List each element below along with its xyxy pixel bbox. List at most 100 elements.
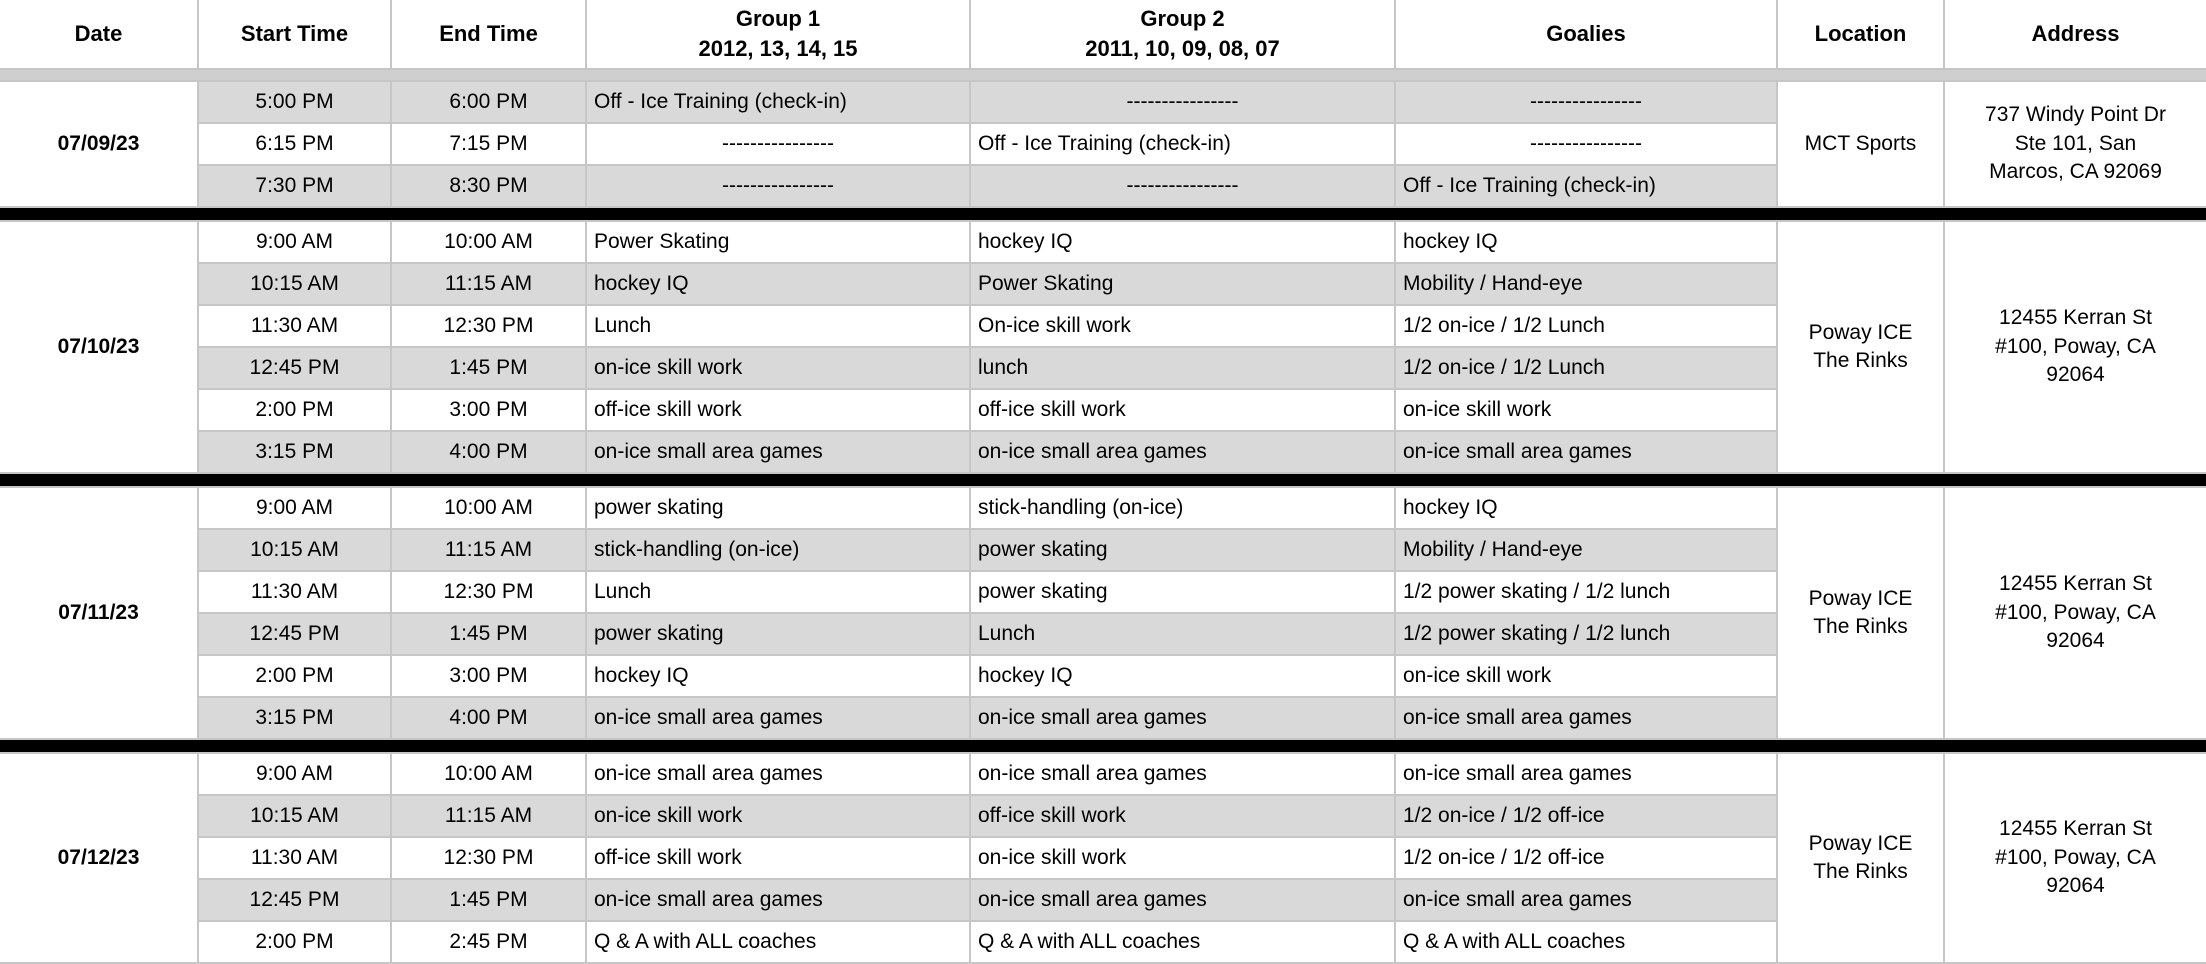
start-time-cell: 9:00 AM	[197, 752, 392, 796]
goalies-activity-cell: hockey IQ	[1394, 486, 1778, 530]
end-time-cell: 11:15 AM	[390, 794, 587, 838]
start-time-cell: 10:15 AM	[197, 528, 392, 572]
goalies-activity-cell: on-ice skill work	[1394, 654, 1778, 698]
start-time-cell: 10:15 AM	[197, 262, 392, 306]
end-time-cell: 7:15 PM	[390, 122, 587, 166]
group2-activity-cell: On-ice skill work	[969, 304, 1396, 348]
end-time-cell: 2:45 PM	[390, 920, 587, 964]
goalies-activity-cell: Mobility / Hand-eye	[1394, 262, 1778, 306]
start-time-cell: 5:00 PM	[197, 80, 392, 124]
schedule-row: 10:15 AM 11:15 AM stick-handling (on-ice…	[0, 528, 2206, 572]
group2-activity-cell: Lunch	[969, 612, 1396, 656]
separator-bar	[0, 207, 2206, 221]
group1-activity-cell: on-ice small area games	[585, 878, 971, 922]
goalies-activity-cell: 1/2 on-ice / 1/2 off-ice	[1394, 836, 1778, 880]
end-time-cell: 1:45 PM	[390, 878, 587, 922]
start-time-cell: 12:45 PM	[197, 878, 392, 922]
address-cell: 12455 Kerran St #100, Poway, CA 92064	[1943, 752, 2206, 964]
column-header-start-time: Start Time	[197, 0, 392, 70]
schedule-row: 2:00 PM 3:00 PM off-ice skill work off-i…	[0, 388, 2206, 432]
goalies-activity-cell: 1/2 power skating / 1/2 lunch	[1394, 570, 1778, 614]
group1-activity-cell: on-ice small area games	[585, 430, 971, 474]
end-time-cell: 1:45 PM	[390, 612, 587, 656]
goalies-activity-cell: Off - Ice Training (check-in)	[1394, 164, 1778, 208]
start-time-cell: 12:45 PM	[197, 612, 392, 656]
location-cell: Poway ICE The Rinks	[1776, 220, 1945, 474]
address-cell: 12455 Kerran St #100, Poway, CA 92064	[1943, 220, 2206, 474]
start-time-cell: 11:30 AM	[197, 570, 392, 614]
goalies-activity-cell: 1/2 on-ice / 1/2 Lunch	[1394, 346, 1778, 390]
end-time-cell: 8:30 PM	[390, 164, 587, 208]
location-cell: Poway ICE The Rinks	[1776, 752, 1945, 964]
end-time-cell: 6:00 PM	[390, 80, 587, 124]
group2-activity-cell: stick-handling (on-ice)	[969, 486, 1396, 530]
goalies-activity-cell: on-ice small area games	[1394, 752, 1778, 796]
schedule-row: 07/09/23 5:00 PM 6:00 PM Off - Ice Train…	[0, 80, 2206, 208]
group2-activity-cell: power skating	[969, 528, 1396, 572]
header-divider-strip	[0, 69, 2206, 81]
group2-activity-cell: Off - Ice Training (check-in)	[969, 122, 1396, 166]
group2-activity-cell: Q & A with ALL coaches	[969, 920, 1396, 964]
end-time-cell: 4:00 PM	[390, 430, 587, 474]
location-cell: Poway ICE The Rinks	[1776, 486, 1945, 740]
schedule-row: 7:30 PM 8:30 PM ---------------- -------…	[0, 164, 2206, 208]
start-time-cell: 2:00 PM	[197, 654, 392, 698]
group1-activity-cell: off-ice skill work	[585, 388, 971, 432]
schedule-row: 12:45 PM 1:45 PM on-ice small area games…	[0, 878, 2206, 922]
group1-activity-cell: on-ice skill work	[585, 794, 971, 838]
goalies-activity-cell: 1/2 on-ice / 1/2 off-ice	[1394, 794, 1778, 838]
group1-activity-cell: Lunch	[585, 570, 971, 614]
column-header-goalies: Goalies	[1394, 0, 1778, 70]
group2-activity-cell: ----------------	[969, 80, 1396, 124]
group2-activity-cell: power skating	[969, 570, 1396, 614]
goalies-activity-cell: on-ice small area games	[1394, 430, 1778, 474]
goalies-activity-cell: on-ice small area games	[1394, 878, 1778, 922]
end-time-cell: 10:00 AM	[390, 220, 587, 264]
group1-activity-cell: on-ice skill work	[585, 346, 971, 390]
goalies-activity-cell: Q & A with ALL coaches	[1394, 920, 1778, 964]
end-time-cell: 1:45 PM	[390, 346, 587, 390]
separator-bar	[0, 739, 2206, 753]
start-time-cell: 3:15 PM	[197, 430, 392, 474]
schedule-row: 11:30 AM 12:30 PM off-ice skill work on-…	[0, 836, 2206, 880]
start-time-cell: 11:30 AM	[197, 304, 392, 348]
goalies-activity-cell: 1/2 on-ice / 1/2 Lunch	[1394, 304, 1778, 348]
group1-activity-cell: power skating	[585, 486, 971, 530]
group2-activity-cell: on-ice small area games	[969, 430, 1396, 474]
end-time-cell: 12:30 PM	[390, 304, 587, 348]
group1-activity-cell: power skating	[585, 612, 971, 656]
location-cell: MCT Sports	[1776, 80, 1945, 208]
group2-activity-cell: on-ice small area games	[969, 752, 1396, 796]
end-time-cell: 12:30 PM	[390, 570, 587, 614]
start-time-cell: 2:00 PM	[197, 388, 392, 432]
schedule-row: 3:15 PM 4:00 PM on-ice small area games …	[0, 696, 2206, 740]
schedule-row: 12:45 PM 1:45 PM on-ice skill work lunch…	[0, 346, 2206, 390]
group1-activity-cell: off-ice skill work	[585, 836, 971, 880]
end-time-cell: 10:00 AM	[390, 752, 587, 796]
group2-activity-cell: ----------------	[969, 164, 1396, 208]
schedule-row: 11:30 AM 12:30 PM Lunch On-ice skill wor…	[0, 304, 2206, 348]
end-time-cell: 11:15 AM	[390, 528, 587, 572]
schedule-row: 07/10/23 9:00 AM 10:00 AM Power Skating …	[0, 220, 2206, 474]
group1-activity-cell: ----------------	[585, 164, 971, 208]
column-header-location: Location	[1776, 0, 1945, 70]
end-time-cell: 4:00 PM	[390, 696, 587, 740]
goalies-activity-cell: Mobility / Hand-eye	[1394, 528, 1778, 572]
schedule-row: 07/12/23 9:00 AM 10:00 AM on-ice small a…	[0, 752, 2206, 964]
schedule-row: 10:15 AM 11:15 AM on-ice skill work off-…	[0, 794, 2206, 838]
goalies-activity-cell: on-ice skill work	[1394, 388, 1778, 432]
goalies-activity-cell: 1/2 power skating / 1/2 lunch	[1394, 612, 1778, 656]
end-time-cell: 12:30 PM	[390, 836, 587, 880]
group1-activity-cell: Q & A with ALL coaches	[585, 920, 971, 964]
date-cell: 07/09/23	[0, 80, 199, 208]
start-time-cell: 9:00 AM	[197, 486, 392, 530]
group2-activity-cell: Power Skating	[969, 262, 1396, 306]
group1-activity-cell: Lunch	[585, 304, 971, 348]
start-time-cell: 2:00 PM	[197, 920, 392, 964]
column-header-group2: Group 2 2011, 10, 09, 08, 07	[969, 0, 1396, 70]
address-cell: 12455 Kerran St #100, Poway, CA 92064	[1943, 486, 2206, 740]
start-time-cell: 11:30 AM	[197, 836, 392, 880]
end-time-cell: 3:00 PM	[390, 654, 587, 698]
group1-activity-cell: hockey IQ	[585, 262, 971, 306]
schedule-row: 07/11/23 9:00 AM 10:00 AM power skating …	[0, 486, 2206, 740]
